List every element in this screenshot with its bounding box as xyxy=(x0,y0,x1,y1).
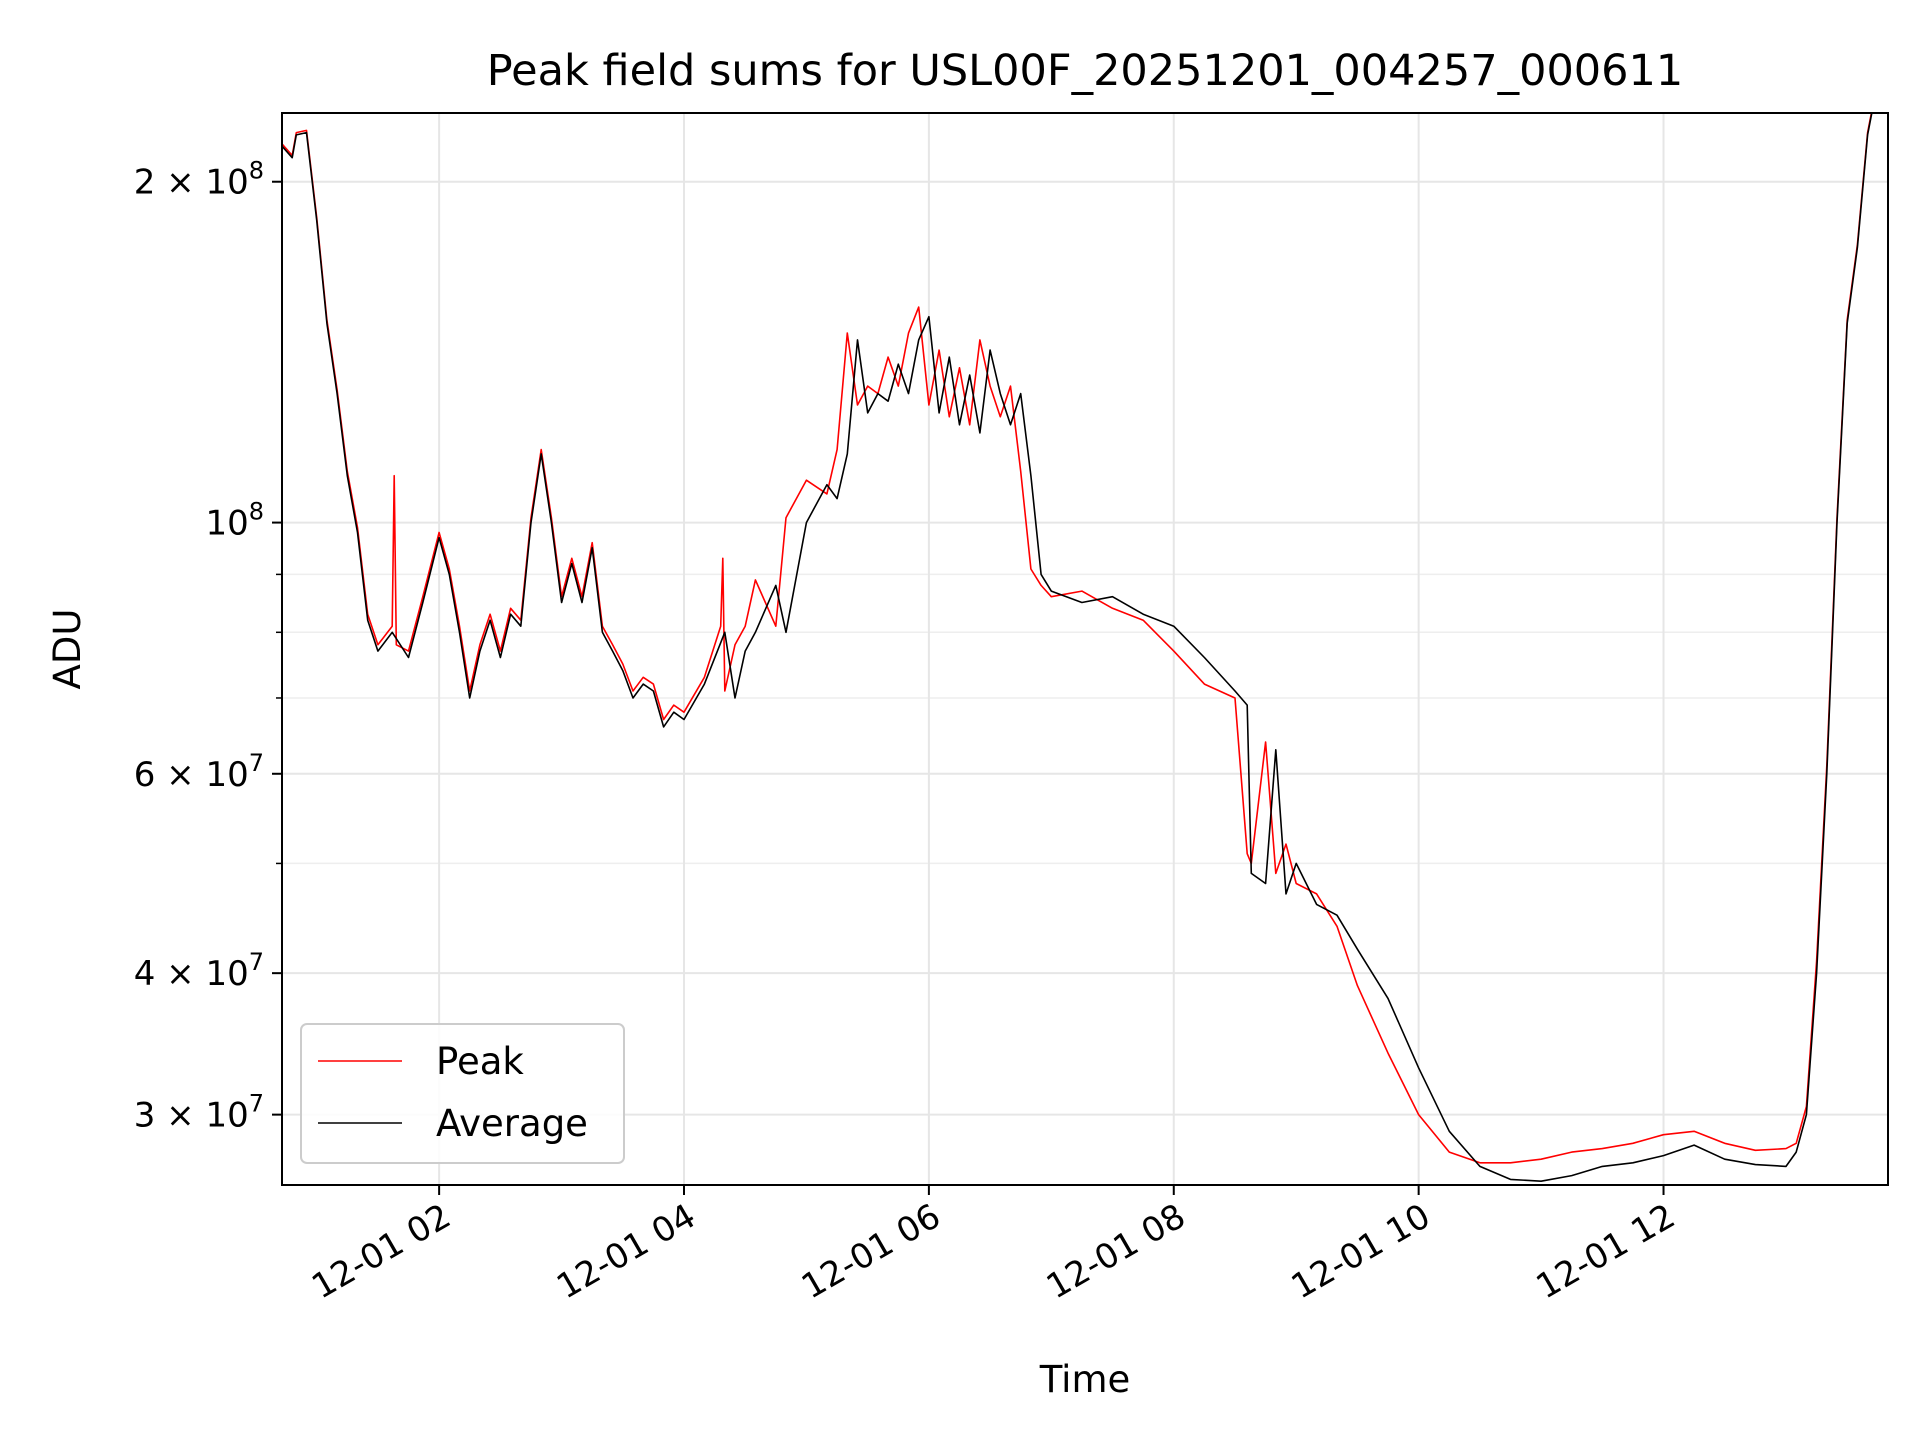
legend-label-average: Average xyxy=(436,1102,588,1145)
series-line-average xyxy=(282,113,1873,1182)
plot-frame xyxy=(281,112,1889,1186)
series-line-peak xyxy=(282,113,1873,1164)
legend-label-peak: Peak xyxy=(436,1040,524,1083)
grid-lines xyxy=(282,113,1888,1185)
y-tick-label: 108 xyxy=(205,498,264,544)
x-axis-label: Time xyxy=(1039,1358,1131,1401)
y-tick-label: 3 × 107 xyxy=(134,1090,264,1136)
series-layer xyxy=(282,113,1873,1182)
y-tick-label: 6 × 107 xyxy=(134,749,264,795)
y-axis-label: ADU xyxy=(46,609,89,690)
y-tick-label: 2 × 108 xyxy=(134,157,264,203)
legend-box xyxy=(300,1023,625,1164)
y-tick-label: 4 × 107 xyxy=(134,948,264,994)
chart-title: Peak field sums for USL00F_20251201_0042… xyxy=(487,46,1683,96)
legend: Peak Average xyxy=(300,1023,625,1164)
